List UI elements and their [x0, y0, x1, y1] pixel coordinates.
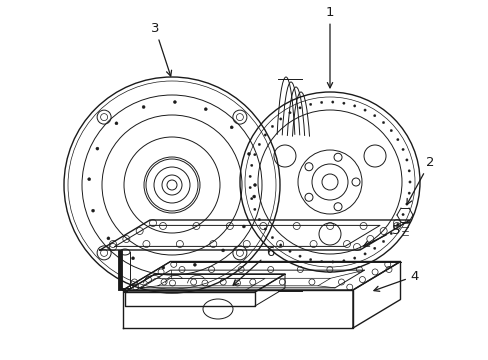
Circle shape: [309, 258, 311, 261]
Circle shape: [396, 223, 398, 226]
Circle shape: [264, 228, 266, 230]
Circle shape: [142, 105, 145, 108]
Circle shape: [250, 197, 252, 200]
Circle shape: [405, 203, 407, 205]
Circle shape: [162, 266, 164, 269]
Circle shape: [248, 175, 251, 177]
Circle shape: [91, 209, 94, 212]
Circle shape: [382, 121, 384, 124]
Circle shape: [298, 107, 301, 109]
Circle shape: [320, 101, 322, 104]
Circle shape: [258, 219, 260, 221]
Text: 3: 3: [150, 22, 171, 76]
Circle shape: [288, 112, 291, 114]
Circle shape: [250, 164, 252, 167]
Circle shape: [131, 257, 134, 260]
Circle shape: [373, 114, 375, 117]
Circle shape: [363, 253, 366, 255]
Circle shape: [407, 170, 409, 172]
Circle shape: [258, 143, 260, 146]
Circle shape: [407, 192, 409, 194]
Circle shape: [279, 244, 282, 246]
Circle shape: [389, 129, 392, 132]
Circle shape: [221, 249, 224, 252]
Circle shape: [309, 103, 311, 105]
Circle shape: [331, 261, 333, 263]
Circle shape: [396, 138, 398, 141]
Circle shape: [115, 122, 118, 125]
Circle shape: [252, 195, 255, 198]
Circle shape: [401, 213, 404, 216]
Text: 4: 4: [373, 270, 418, 291]
Text: 6: 6: [233, 246, 274, 285]
Circle shape: [405, 159, 407, 161]
Circle shape: [401, 148, 404, 151]
Circle shape: [253, 184, 256, 186]
Circle shape: [271, 125, 273, 128]
Circle shape: [353, 105, 355, 107]
Circle shape: [271, 237, 273, 239]
Circle shape: [253, 153, 256, 156]
Text: 1: 1: [325, 5, 334, 88]
Circle shape: [230, 126, 233, 129]
Circle shape: [242, 225, 245, 228]
Circle shape: [264, 134, 266, 136]
Circle shape: [353, 257, 355, 259]
Circle shape: [342, 102, 345, 104]
Circle shape: [247, 152, 250, 156]
Circle shape: [253, 208, 256, 211]
Circle shape: [408, 181, 410, 183]
Circle shape: [87, 178, 90, 181]
Circle shape: [331, 101, 333, 103]
Circle shape: [373, 247, 375, 249]
Circle shape: [363, 109, 366, 111]
Circle shape: [389, 232, 392, 235]
Circle shape: [288, 250, 291, 252]
Circle shape: [96, 147, 99, 150]
Circle shape: [204, 108, 207, 111]
Circle shape: [173, 100, 176, 104]
Circle shape: [279, 118, 282, 120]
Circle shape: [248, 186, 251, 189]
Circle shape: [382, 240, 384, 243]
Circle shape: [107, 237, 110, 240]
Circle shape: [193, 263, 196, 266]
Text: 2: 2: [406, 156, 433, 204]
Text: 5: 5: [363, 224, 400, 246]
Circle shape: [320, 260, 322, 263]
Circle shape: [298, 255, 301, 257]
Circle shape: [342, 260, 345, 262]
